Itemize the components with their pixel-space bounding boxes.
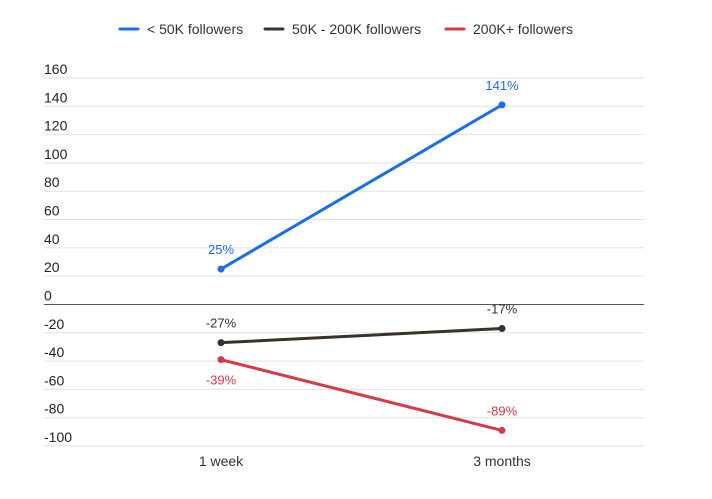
y-tick-label: 20 <box>44 259 60 275</box>
y-tick-label: 160 <box>44 61 68 77</box>
series-2 <box>217 325 506 347</box>
data-point <box>217 265 225 273</box>
data-point <box>498 426 506 434</box>
y-tick-label: 80 <box>44 174 60 190</box>
data-label: -89% <box>487 403 518 418</box>
data-label: -17% <box>487 302 518 317</box>
data-labels-layer: 25% 141% -27% -17% -39% -89% <box>206 78 519 419</box>
legend-label: 200K+ followers <box>473 21 573 37</box>
data-point <box>217 339 225 347</box>
series-3 <box>217 356 506 434</box>
series-layer <box>217 101 506 434</box>
data-label: 25% <box>208 242 234 257</box>
y-tick-label: 120 <box>44 118 68 134</box>
data-point <box>217 356 225 364</box>
legend-item: < 50K followers <box>118 21 243 37</box>
data-label: -27% <box>206 316 237 331</box>
y-tick-label: -60 <box>44 372 64 388</box>
series-1 <box>217 101 506 273</box>
y-tick-label: 140 <box>44 89 68 105</box>
legend: < 50K followers 50K - 200K followers 200K+… <box>118 21 573 37</box>
legend-item: 200K+ followers <box>444 21 573 37</box>
x-axis: 1 week 3 months <box>199 453 531 469</box>
data-point <box>498 101 506 109</box>
series-line <box>219 103 504 271</box>
y-axis: 160 140 120 100 80 60 40 20 0 -20 -40 -60 -80 -100 <box>44 61 72 445</box>
y-tick-label: -80 <box>44 401 64 417</box>
y-tick-label: -100 <box>44 429 72 445</box>
legend-item: 50K - 200K followers <box>263 21 421 37</box>
data-label: -39% <box>206 373 237 388</box>
series-line <box>219 327 504 345</box>
data-label: 141% <box>485 78 519 93</box>
y-tick-label: 40 <box>44 231 60 247</box>
legend-label: 50K - 200K followers <box>292 21 421 37</box>
series-line <box>219 358 504 432</box>
gridlines <box>44 77 644 447</box>
y-tick-label: 60 <box>44 203 60 219</box>
y-tick-label: -40 <box>44 344 64 360</box>
legend-label: < 50K followers <box>147 21 243 37</box>
y-tick-label: 100 <box>44 146 68 162</box>
y-tick-label: -20 <box>44 316 64 332</box>
x-tick-label: 1 week <box>199 453 244 469</box>
data-point <box>498 325 506 333</box>
x-tick-label: 3 months <box>473 453 531 469</box>
y-tick-label: 0 <box>44 287 52 303</box>
